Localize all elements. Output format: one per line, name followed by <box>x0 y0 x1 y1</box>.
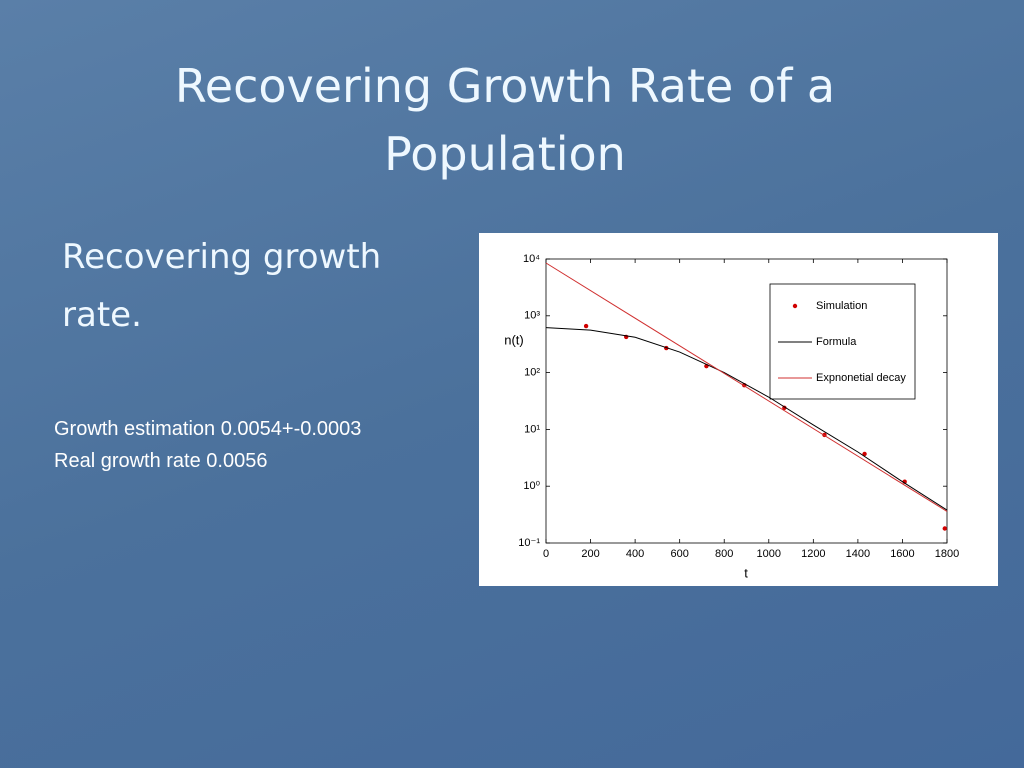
slide-title: Recovering Growth Rate of a Population <box>174 59 836 181</box>
legend-marker <box>792 303 798 309</box>
x-tick-label: 800 <box>715 548 733 560</box>
x-tick-label: 0 <box>543 548 549 560</box>
note: Real growth rate 0.0056 <box>54 450 268 472</box>
bullet-text: Recovering growth rate. <box>62 237 382 335</box>
chart-background <box>479 233 998 586</box>
y-tick-label: 10³ <box>524 310 540 322</box>
x-tick-label: 1200 <box>801 548 825 560</box>
x-tick-label: 1600 <box>890 548 914 560</box>
y-axis-label: n(t) <box>504 332 524 347</box>
y-tick-label: 10⁻¹ <box>518 537 540 549</box>
plot-frame <box>545 258 948 544</box>
data-point <box>862 451 867 457</box>
legend-label: Formula <box>816 336 857 348</box>
note: Growth estimation 0.0054+-0.0003 <box>54 418 362 440</box>
x-tick-label: 1400 <box>846 548 870 560</box>
series-line <box>545 327 948 511</box>
x-tick-label: 200 <box>581 548 599 560</box>
x-axis-label: t <box>744 565 748 580</box>
series-line <box>545 262 948 512</box>
x-tick-label: 1800 <box>935 548 959 560</box>
x-tick-label: 400 <box>626 548 644 560</box>
y-tick-label: 10⁰ <box>523 480 540 492</box>
y-tick-label: 10² <box>524 367 540 379</box>
y-tick-label: 10¹ <box>524 423 540 435</box>
y-tick-label: 10⁴ <box>523 253 540 265</box>
legend-label: Expnonetial decay <box>816 372 906 384</box>
x-tick-label: 1000 <box>757 548 781 560</box>
x-tick-label: 600 <box>670 548 688 560</box>
data-point <box>583 323 589 329</box>
legend-label: Simulation <box>816 300 867 312</box>
data-point <box>942 526 947 531</box>
